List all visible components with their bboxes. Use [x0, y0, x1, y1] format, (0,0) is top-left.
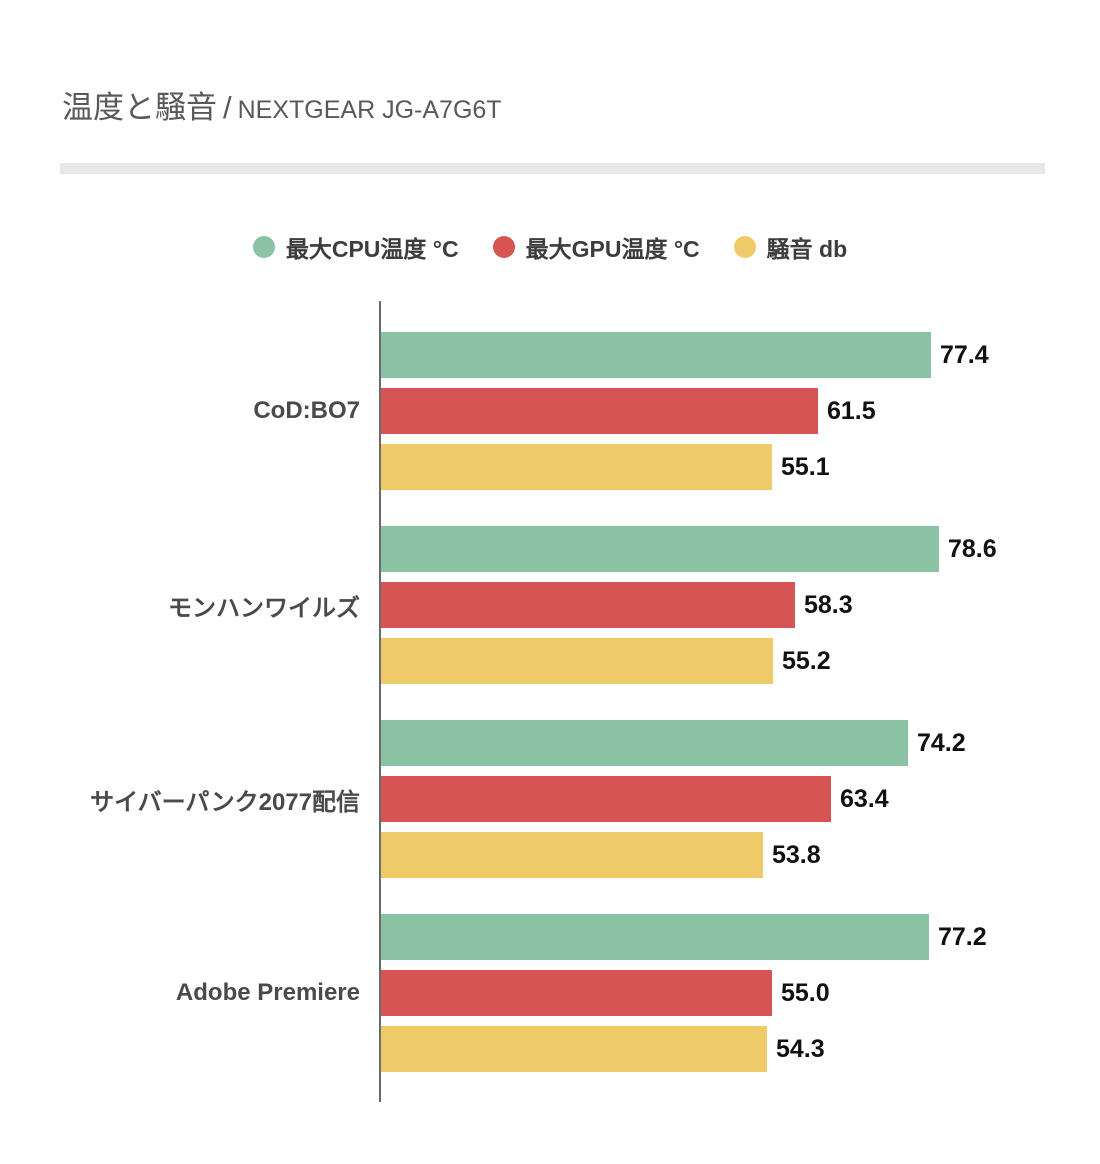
- bar: [381, 1026, 767, 1072]
- bar-row: 55.1: [381, 444, 989, 490]
- bar-row: 54.3: [381, 1026, 987, 1072]
- value-label: 78.6: [948, 534, 997, 563]
- legend-label: 最大CPU温度 °C: [285, 236, 459, 262]
- category-label: モンハンワイルズ: [168, 594, 360, 622]
- legend-item: 最大CPU温度 °C: [252, 230, 459, 264]
- bar: [381, 526, 939, 572]
- bar-chart: CoD:BO7 77.4 61.5 55.1 モンハンワイルズ 78.6 58.3 55.2 サ…: [0, 301, 1100, 1102]
- title-divider: [60, 163, 1045, 174]
- title-separator: /: [223, 90, 232, 125]
- bar: [381, 638, 773, 684]
- bar-row: 53.8: [381, 832, 966, 878]
- title-main: 温度と騒音: [62, 90, 217, 125]
- bar-row: 63.4: [381, 776, 966, 822]
- legend-swatch-icon: [492, 236, 515, 258]
- bar-group: モンハンワイルズ 78.6 58.3 55.2: [0, 526, 1100, 684]
- bar: [381, 914, 929, 960]
- bar-group: Adobe Premiere 77.2 55.0 54.3: [0, 914, 1100, 1072]
- value-label: 55.0: [781, 978, 830, 1007]
- bar-stack: 78.6 58.3 55.2: [381, 526, 997, 684]
- category-label: Adobe Premiere: [175, 979, 360, 1006]
- bar-group: サイバーパンク2077配信 74.2 63.4 53.8: [0, 720, 1100, 878]
- bar: [381, 776, 831, 822]
- y-axis-line: [379, 301, 381, 1102]
- bar: [381, 832, 763, 878]
- bar-row: 78.6: [381, 526, 997, 572]
- category-cell: サイバーパンク2077配信: [0, 720, 381, 878]
- bar-row: 55.0: [381, 970, 987, 1016]
- value-label: 61.5: [827, 396, 876, 425]
- legend-item: 最大GPU温度 °C: [492, 230, 700, 264]
- bar-stack: 77.2 55.0 54.3: [381, 914, 987, 1072]
- category-label: CoD:BO7: [253, 397, 360, 424]
- bar-row: 61.5: [381, 388, 989, 434]
- bar-stack: 74.2 63.4 53.8: [381, 720, 966, 878]
- value-label: 55.1: [781, 452, 830, 481]
- legend-item: 騒音 db: [733, 230, 848, 264]
- bar-row: 77.4: [381, 332, 989, 378]
- legend-swatch-icon: [733, 236, 756, 258]
- bar-row: 74.2: [381, 720, 966, 766]
- legend-label: 騒音 db: [766, 236, 848, 262]
- bar: [381, 444, 772, 490]
- category-label: サイバーパンク2077配信: [90, 788, 360, 816]
- bar-group: CoD:BO7 77.4 61.5 55.1: [0, 332, 1100, 490]
- value-label: 74.2: [917, 728, 966, 757]
- value-label: 54.3: [776, 1034, 825, 1063]
- bar: [381, 970, 772, 1016]
- legend-label: 最大GPU温度 °C: [525, 236, 700, 262]
- category-cell: Adobe Premiere: [0, 914, 381, 1072]
- bar: [381, 720, 908, 766]
- value-label: 53.8: [772, 840, 821, 869]
- bar-row: 77.2: [381, 914, 987, 960]
- bar-row: 55.2: [381, 638, 997, 684]
- bar-stack: 77.4 61.5 55.1: [381, 332, 989, 490]
- value-label: 55.2: [782, 646, 831, 675]
- title-model: NEXTGEAR JG-A7G6T: [237, 96, 502, 124]
- value-label: 58.3: [804, 590, 853, 619]
- category-cell: CoD:BO7: [0, 332, 381, 490]
- value-label: 77.2: [938, 922, 987, 951]
- legend-swatch-icon: [252, 236, 275, 258]
- bar: [381, 388, 818, 434]
- bar: [381, 332, 931, 378]
- chart-legend: 最大CPU温度 °C 最大GPU温度 °C 騒音 db: [0, 234, 1100, 262]
- page-title: 温度と騒音 / NEXTGEAR JG-A7G6T: [62, 86, 1100, 131]
- value-label: 77.4: [940, 340, 989, 369]
- bar: [381, 582, 795, 628]
- category-cell: モンハンワイルズ: [0, 526, 381, 684]
- bar-row: 58.3: [381, 582, 997, 628]
- value-label: 63.4: [840, 784, 889, 813]
